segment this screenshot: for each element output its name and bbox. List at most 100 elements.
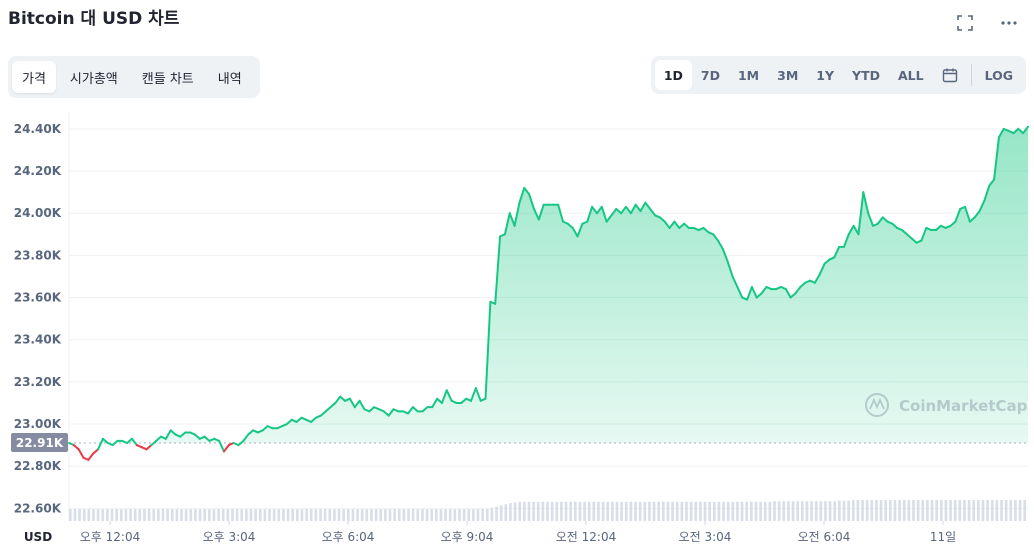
volume-bar: [907, 500, 911, 521]
x-tick-label: 11일: [930, 530, 956, 544]
volume-bar: [374, 509, 378, 521]
calendar-icon[interactable]: [933, 60, 967, 90]
tab-candle-chart[interactable]: 캔들 차트: [141, 71, 194, 87]
y-tick-label: 22.60K: [14, 501, 62, 515]
volume-bar: [119, 509, 123, 521]
volume-bar: [263, 509, 267, 521]
price-line-segment: [310, 416, 318, 423]
volume-bar: [694, 501, 698, 521]
volume-bar: [439, 509, 443, 521]
volume-bar: [675, 501, 679, 521]
volume-bar: [851, 500, 855, 521]
volume-bar: [207, 509, 211, 521]
volume-bar: [977, 500, 980, 521]
range-ytd[interactable]: YTD: [852, 67, 880, 83]
price-line-segment: [784, 288, 792, 299]
price-line-segment: [87, 452, 95, 461]
volume-bar: [1000, 500, 1003, 521]
volume-bar: [268, 509, 271, 521]
log-scale-toggle[interactable]: LOG: [984, 67, 1013, 83]
volume-bar: [671, 501, 674, 521]
more-icon[interactable]: [998, 12, 1020, 34]
price-line-segment: [387, 408, 395, 417]
volume-bar: [773, 501, 776, 521]
volume-bar: [782, 501, 786, 521]
price-line-segment: [867, 212, 875, 227]
price-line-segment: [237, 439, 245, 447]
price-line-segment: [605, 214, 613, 223]
volume-bar: [448, 509, 452, 521]
x-tick-label: 오후 9:04: [441, 530, 494, 544]
volume-bar: [898, 500, 901, 521]
price-line-segment: [600, 205, 608, 223]
range-7d[interactable]: 7D: [700, 67, 720, 83]
volume-bar: [611, 501, 614, 521]
volume-bar: [458, 509, 461, 521]
volume-bar: [833, 501, 837, 521]
price-line-segment: [750, 285, 758, 299]
volume-bar: [814, 501, 818, 521]
volume-bar: [356, 509, 359, 521]
price-line-segment: [101, 437, 109, 444]
volume-bar: [462, 509, 466, 521]
fullscreen-icon[interactable]: [954, 12, 976, 34]
current-price-badge: 22.91K: [11, 432, 68, 452]
volume-bar: [560, 501, 563, 521]
price-line-segment: [905, 233, 913, 240]
price-line-segment: [518, 186, 526, 204]
price-line-segment: [862, 191, 870, 215]
range-1d[interactable]: 1D: [654, 60, 692, 90]
volume-bar: [759, 501, 762, 521]
volume-bar: [393, 509, 396, 521]
tab-price[interactable]: 가격: [12, 61, 56, 93]
volume-bar: [740, 501, 744, 521]
volume-bar: [92, 509, 95, 521]
price-line-segment: [111, 439, 119, 447]
volume-bar: [763, 501, 767, 521]
tab-history[interactable]: 내역: [217, 71, 242, 87]
volume-bar: [379, 509, 383, 521]
price-line[interactable]: [68, 125, 1029, 461]
volume-bar: [824, 501, 827, 521]
y-tick-label: 24.00K: [14, 206, 62, 220]
volume-bar: [485, 509, 489, 521]
range-3m[interactable]: 3M: [777, 67, 799, 83]
volume-bar: [476, 509, 480, 521]
volume-bar: [189, 509, 193, 521]
volume-bar: [634, 501, 637, 521]
volume-bar: [1009, 500, 1013, 521]
range-1m[interactable]: 1M: [737, 67, 760, 83]
price-line-segment: [615, 207, 623, 215]
volume-bar: [777, 501, 781, 521]
volume-bar: [143, 509, 146, 521]
range-all[interactable]: ALL: [897, 67, 924, 83]
tab-market-cap[interactable]: 시가총액: [69, 71, 118, 87]
price-line-segment: [566, 222, 574, 229]
range-1y[interactable]: 1Y: [816, 67, 835, 83]
volume-bar: [754, 501, 758, 521]
price-line-segment: [368, 406, 376, 413]
volume-bar: [856, 500, 860, 521]
volume-bar: [346, 509, 350, 521]
volume-bar: [587, 501, 591, 521]
price-line-segment: [857, 191, 865, 236]
volume-bar: [555, 501, 559, 521]
volume-bar: [689, 501, 693, 521]
volume-bar: [198, 509, 202, 521]
volume-bar: [935, 500, 938, 521]
price-line-segment: [1022, 125, 1029, 135]
price-line-segment: [421, 406, 429, 413]
price-line-segment: [523, 186, 531, 196]
volume-bar: [736, 501, 739, 521]
price-line-segment: [1012, 127, 1020, 135]
volume-bar: [787, 501, 790, 521]
price-line-segment: [988, 178, 996, 187]
volume-bar: [657, 501, 661, 521]
volume-bar: [73, 509, 77, 521]
price-line-segment: [557, 203, 565, 223]
y-tick-label: 23.60K: [14, 291, 62, 305]
price-line-segment: [484, 300, 492, 400]
top-icons: [954, 12, 1020, 34]
volume-bar: [138, 509, 142, 521]
